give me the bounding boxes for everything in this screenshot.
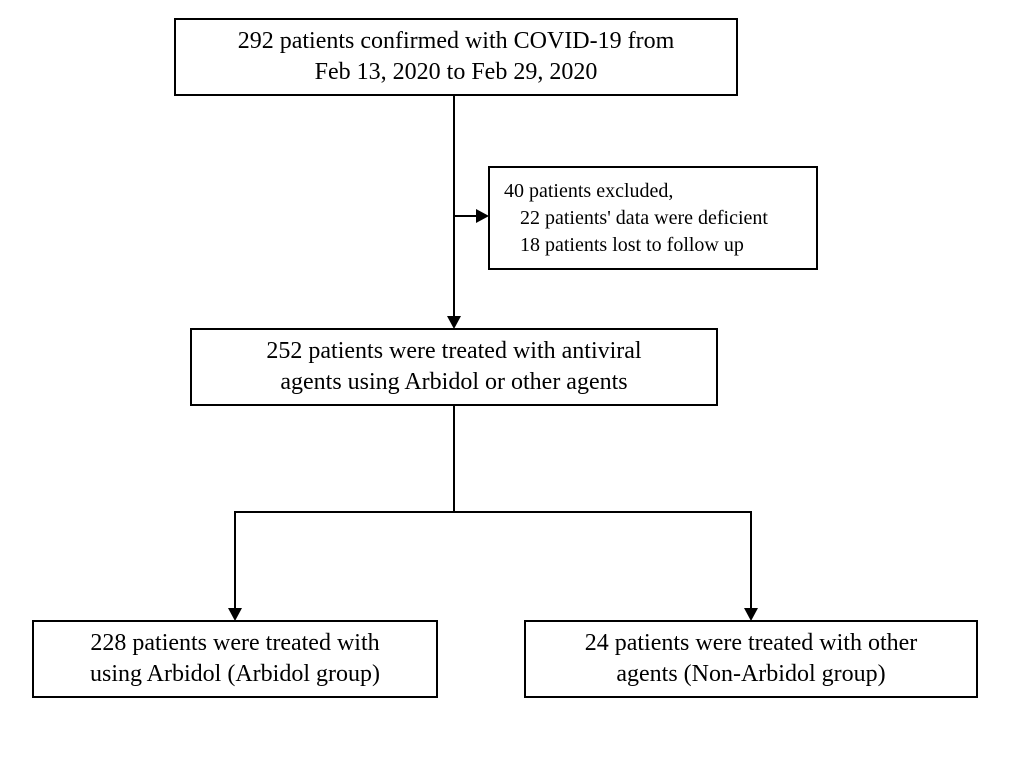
edge-treated-down [453, 406, 455, 512]
node-enroll-line1: 292 patients confirmed with COVID-19 fro… [238, 26, 675, 57]
node-treated-line1: 252 patients were treated with antiviral [266, 336, 641, 367]
node-excluded-line2: 18 patients lost to follow up [504, 232, 802, 259]
edge-enroll-treated [453, 96, 455, 316]
edge-split-horizontal [234, 511, 752, 513]
node-non-arbidol-line2: agents (Non-Arbidol group) [585, 659, 918, 690]
node-treated: 252 patients were treated with antiviral… [190, 328, 718, 406]
node-excluded: 40 patients excluded, 22 patients' data … [488, 166, 818, 270]
edge-split-left [234, 511, 236, 608]
node-arbidol-line2: using Arbidol (Arbidol group) [90, 659, 380, 690]
node-arbidol-line1: 228 patients were treated with [90, 628, 380, 659]
node-excluded-title: 40 patients excluded, [504, 178, 802, 205]
node-arbidol: 228 patients were treated with using Arb… [32, 620, 438, 698]
edge-split-right [750, 511, 752, 608]
node-non-arbidol-line1: 24 patients were treated with other [585, 628, 918, 659]
node-enroll: 292 patients confirmed with COVID-19 fro… [174, 18, 738, 96]
node-enroll-line2: Feb 13, 2020 to Feb 29, 2020 [238, 57, 675, 88]
node-excluded-line1: 22 patients' data were deficient [504, 205, 802, 232]
edge-enroll-excluded [454, 215, 476, 217]
node-treated-line2: agents using Arbidol or other agents [266, 367, 641, 398]
node-non-arbidol: 24 patients were treated with other agen… [524, 620, 978, 698]
